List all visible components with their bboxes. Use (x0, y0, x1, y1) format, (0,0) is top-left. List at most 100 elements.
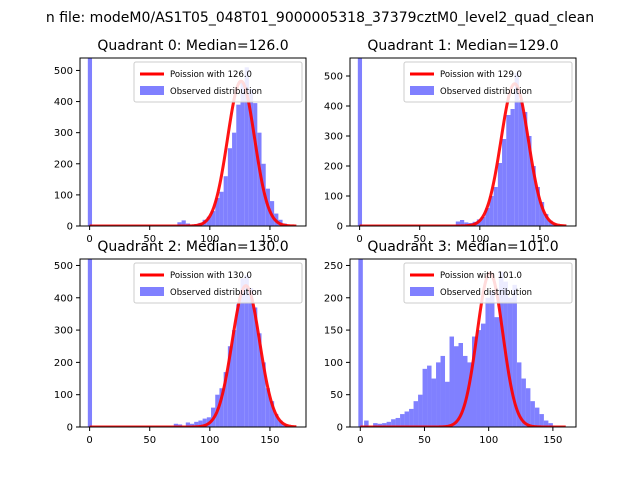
hist-bar (382, 423, 387, 427)
axes-frame (79, 57, 307, 227)
y-tick-label: 0 (67, 222, 73, 233)
hist-bar (459, 220, 465, 226)
hist-bar (463, 355, 468, 427)
hist-bar (87, 259, 93, 427)
hist-bar (525, 388, 531, 427)
hist-bar (198, 420, 203, 427)
x-tick-label: 150 (543, 435, 562, 446)
hist-bar (481, 217, 486, 226)
hist-bar (445, 381, 450, 427)
hist-bar (377, 423, 383, 427)
y-tick-label: 200 (324, 162, 343, 173)
y-tick-label: 150 (324, 326, 343, 337)
x-tick-label: 100 (479, 435, 498, 446)
hist-bar (248, 89, 254, 226)
hist-bar (431, 378, 437, 427)
y-tick-label: 100 (54, 390, 73, 401)
hist-bar (274, 414, 279, 427)
legend-label-poisson: Poission with 129.0 (440, 70, 522, 80)
hist-bar (236, 104, 241, 226)
legend-patch-swatch (140, 86, 164, 95)
x-tick-label: 150 (260, 234, 279, 245)
y-tick-label: 300 (324, 132, 343, 143)
subplot-title: Quadrant 1: Median=129.0 (367, 38, 558, 54)
hist-bar (391, 419, 396, 427)
hist-bar (502, 139, 507, 226)
y-tick-label: 500 (324, 72, 343, 83)
hist-bar (240, 278, 245, 427)
hist-bar (498, 271, 504, 427)
legend-label-observed: Observed distribution (170, 87, 262, 97)
hist-bar (436, 362, 441, 427)
hist-bar (506, 115, 511, 226)
hist-bar (232, 132, 237, 226)
axes-frame (349, 57, 577, 227)
y-tick-label: 500 (54, 261, 73, 272)
figure-suptitle: n file: modeM0/AS1T05_048T01_9000005318_… (46, 10, 594, 26)
x-tick-label: 50 (413, 234, 426, 245)
hist-bar (206, 216, 212, 226)
legend-box (403, 61, 573, 103)
y-tick-label: 100 (324, 192, 343, 203)
hist-bar (534, 407, 540, 427)
hist-bar (494, 317, 499, 427)
hist-bar (185, 422, 190, 427)
hist-bar (395, 417, 401, 427)
hist-bar (454, 346, 459, 427)
axes-frame (79, 258, 307, 428)
hist-bar (404, 411, 410, 427)
hist-bar (358, 259, 363, 427)
hist-bar (357, 58, 363, 226)
hist-bar (278, 420, 283, 427)
hist-bar (489, 291, 495, 427)
hist-bar (194, 421, 199, 427)
hist-bar (409, 408, 414, 427)
hist-bar (257, 333, 262, 427)
legend-label-poisson: Poission with 101.0 (440, 271, 522, 281)
subplot-3: 0 50 100 150 0 50 100 150 200 250 Quadrant 3: Medi… (324, 239, 577, 446)
hist-bar (373, 423, 378, 427)
hist-bar (248, 288, 254, 427)
x-tick-label: 100 (470, 234, 489, 245)
hist-bar (418, 394, 423, 427)
hist-bar (458, 343, 463, 427)
y-tick-label: 200 (324, 293, 343, 304)
subplot-title: Quadrant 3: Median=101.0 (367, 239, 558, 255)
y-tick-label: 0 (337, 423, 343, 434)
y-tick-label: 200 (54, 159, 73, 170)
x-tick-label: 0 (357, 435, 363, 446)
legend-label-poisson: Poission with 130.0 (170, 271, 252, 281)
hist-bar (489, 196, 494, 226)
subplot-1: 0 50 100 150 0 100 200 300 400 500 Quadrant 1: Med… (324, 38, 577, 245)
y-tick-label: 0 (67, 423, 73, 434)
x-tick-label: 0 (86, 234, 92, 245)
hist-bar (485, 297, 490, 427)
plot-area (357, 58, 567, 226)
hist-bar (261, 362, 266, 427)
hist-bar (177, 222, 182, 226)
legend-box (403, 262, 573, 304)
axes-frame (349, 258, 577, 428)
hist-bar (400, 414, 405, 427)
legend-patch-swatch (410, 86, 434, 95)
hist-bar (227, 346, 233, 427)
x-tick-label: 0 (86, 435, 92, 446)
y-tick-label: 50 (330, 390, 343, 401)
hist-bar (523, 112, 528, 226)
hist-bar (518, 100, 524, 226)
legend-box (133, 262, 303, 304)
y-tick-label: 400 (54, 293, 73, 304)
y-tick-label: 200 (54, 358, 73, 369)
hist-bar (223, 372, 228, 427)
hist-bar (485, 208, 490, 226)
hist-bar (543, 420, 549, 427)
poisson-curve (360, 271, 566, 427)
legend: Poission with 101.0 Observed distribution (403, 262, 573, 304)
x-tick-label: 150 (260, 435, 279, 446)
hist-bar (211, 211, 216, 226)
hist-bar (530, 401, 535, 427)
hist-bar (189, 423, 195, 427)
hist-bar (521, 378, 526, 427)
hist-bar (173, 423, 178, 427)
